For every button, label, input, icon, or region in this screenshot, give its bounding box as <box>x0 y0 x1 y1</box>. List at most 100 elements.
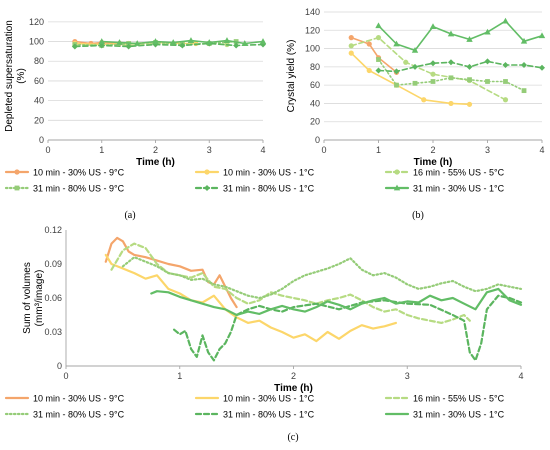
y-tick-label: 120 <box>305 25 320 35</box>
legend-label: 10 min - 30% US - 9°C <box>33 168 125 178</box>
series-line <box>150 287 523 317</box>
data-point <box>484 28 491 35</box>
data-point <box>348 43 354 49</box>
data-point <box>466 63 473 70</box>
data-point <box>98 38 105 44</box>
series-4 <box>121 256 523 300</box>
data-point <box>366 67 372 74</box>
series-line <box>110 242 471 324</box>
data-point <box>152 38 159 44</box>
y-axis-label: Sum of volumes(mm³/image) <box>22 262 45 334</box>
data-point <box>430 79 436 84</box>
data-point <box>71 43 78 50</box>
y-tick-label: 60 <box>310 80 320 90</box>
series-5 <box>375 58 545 75</box>
legend-item: 10 min - 30% US - 1°C <box>194 394 315 404</box>
series-line <box>377 58 525 92</box>
series-1 <box>104 236 238 309</box>
data-point <box>259 38 267 44</box>
data-point <box>447 59 454 66</box>
legend-label: 10 min - 30% US - 9°C <box>33 394 125 404</box>
y-tick-label: 20 <box>34 115 44 125</box>
series-line <box>173 294 523 362</box>
legend-label: 31 min - 30% US - 1°C <box>413 184 505 194</box>
data-point <box>223 37 231 43</box>
y-tick-label: 40 <box>310 98 320 108</box>
legend-label: 31 min - 80% US - 1°C <box>223 410 315 420</box>
data-point <box>348 50 354 56</box>
y-tick-label: 100 <box>29 37 44 47</box>
x-tick-label: 3 <box>485 145 490 155</box>
data-point <box>539 64 545 71</box>
y-tick-label: 0.09 <box>44 259 62 269</box>
chart-panel-a: 0 20 40 60 80 100 120 0 1 2 3 4 Time (h) Depleted sup… <box>4 17 267 168</box>
legend-item: 10 min - 30% US - 9°C <box>4 394 125 404</box>
y-tick-label: 0 <box>315 135 320 145</box>
legend-item: 31 min - 80% US - 1°C <box>194 184 315 194</box>
data-point <box>484 58 491 65</box>
data-point <box>502 17 509 24</box>
data-point <box>206 39 213 45</box>
legend-item: 31 min - 80% US - 1°C <box>194 410 315 420</box>
x-tick-label: 1 <box>99 145 104 155</box>
x-tick-label: 3 <box>207 145 212 155</box>
data-point <box>448 75 454 81</box>
data-point <box>170 39 177 45</box>
data-point <box>521 62 528 69</box>
data-point <box>375 67 382 74</box>
x-tick-label: 0 <box>321 145 326 155</box>
series-line <box>74 40 121 45</box>
legend-item: 31 min - 80% US - 9°C <box>4 184 125 194</box>
x-axis-label: Time (h) <box>274 383 313 394</box>
data-point <box>485 79 490 84</box>
series-4 <box>376 57 527 94</box>
y-tick-label: 60 <box>34 76 44 86</box>
panel-label-c: (c) <box>287 432 298 443</box>
series-2 <box>104 253 397 343</box>
y-axis-label-line: (mm³/image) <box>34 270 45 327</box>
x-tick-label: 1 <box>376 145 381 155</box>
data-point <box>503 79 508 84</box>
data-point <box>375 22 382 29</box>
y-axis-label-line: (%) <box>16 68 27 84</box>
series-line <box>74 42 264 48</box>
series-5 <box>173 294 523 362</box>
series-line <box>350 36 507 101</box>
data-point <box>421 97 427 103</box>
data-point <box>366 41 372 47</box>
panel-label-a: (a) <box>124 210 135 221</box>
y-tick-label: 0.12 <box>44 225 62 235</box>
legend-label: 10 min - 30% US - 1°C <box>223 168 315 178</box>
y-axis-label-line: Sum of volumes <box>22 262 33 334</box>
series-line <box>101 39 264 45</box>
y-tick-label: 20 <box>310 117 320 127</box>
data-point <box>179 42 186 49</box>
data-point <box>538 32 546 39</box>
data-point <box>403 59 409 65</box>
data-point <box>98 42 105 49</box>
data-point <box>411 47 419 53</box>
data-point <box>393 40 400 47</box>
x-tick-label: 4 <box>260 145 265 155</box>
series-6 <box>150 287 523 317</box>
data-point <box>394 82 399 88</box>
x-tick-label: 4 <box>518 371 523 381</box>
y-axis-label: Crystal yield (%) <box>286 40 297 113</box>
series-line <box>104 253 397 343</box>
x-tick-label: 2 <box>430 145 435 155</box>
y-tick-label: 100 <box>305 44 320 54</box>
chart-panel-c: 0 0.03 0.06 0.09 0.12 0 1 2 3 4 Time (h) Sum of vol… <box>22 225 524 394</box>
y-tick-label: 80 <box>310 62 320 72</box>
data-point <box>348 35 354 41</box>
legend-label: 31 min - 80% US - 9°C <box>33 184 125 194</box>
y-axis-label-line: Crystal yield (%) <box>286 40 297 113</box>
data-point <box>430 60 436 67</box>
y-tick-label: 120 <box>29 17 44 27</box>
data-point <box>125 43 132 50</box>
legend-marker <box>393 184 401 191</box>
legend-item: 31 min - 30% US - 1°C <box>384 184 505 194</box>
series-line <box>377 20 543 52</box>
legend-item: 31 min - 80% US - 9°C <box>4 410 125 420</box>
legend-label: 31 min - 30% US - 1°C <box>413 410 505 420</box>
legend-marker <box>14 185 20 191</box>
